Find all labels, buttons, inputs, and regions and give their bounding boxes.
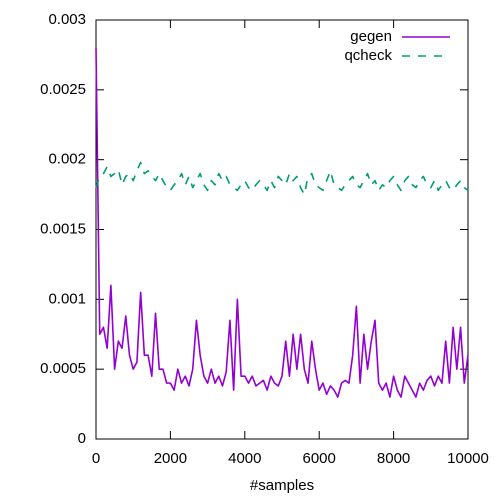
y-tick-label: 0.0025	[40, 81, 86, 98]
legend-label: gegen	[350, 28, 392, 45]
x-tick-label: 0	[92, 450, 100, 467]
y-tick-label: 0	[78, 430, 86, 447]
x-tick-label: 6000	[303, 450, 336, 467]
x-tick-label: 10000	[447, 450, 489, 467]
y-tick-label: 0.0015	[40, 220, 86, 237]
y-tick-label: 0.0005	[40, 360, 86, 377]
x-tick-label: 4000	[228, 450, 261, 467]
x-tick-label: 2000	[154, 450, 187, 467]
series-line	[95, 161, 469, 196]
y-tick-label: 0.003	[48, 11, 86, 28]
y-tick-label: 0.001	[48, 290, 86, 307]
x-axis-label: #samples	[250, 477, 314, 494]
y-tick-label: 0.002	[48, 151, 86, 168]
legend-label: qcheck	[344, 47, 392, 64]
series-line	[95, 47, 469, 398]
x-tick-label: 8000	[377, 450, 410, 467]
